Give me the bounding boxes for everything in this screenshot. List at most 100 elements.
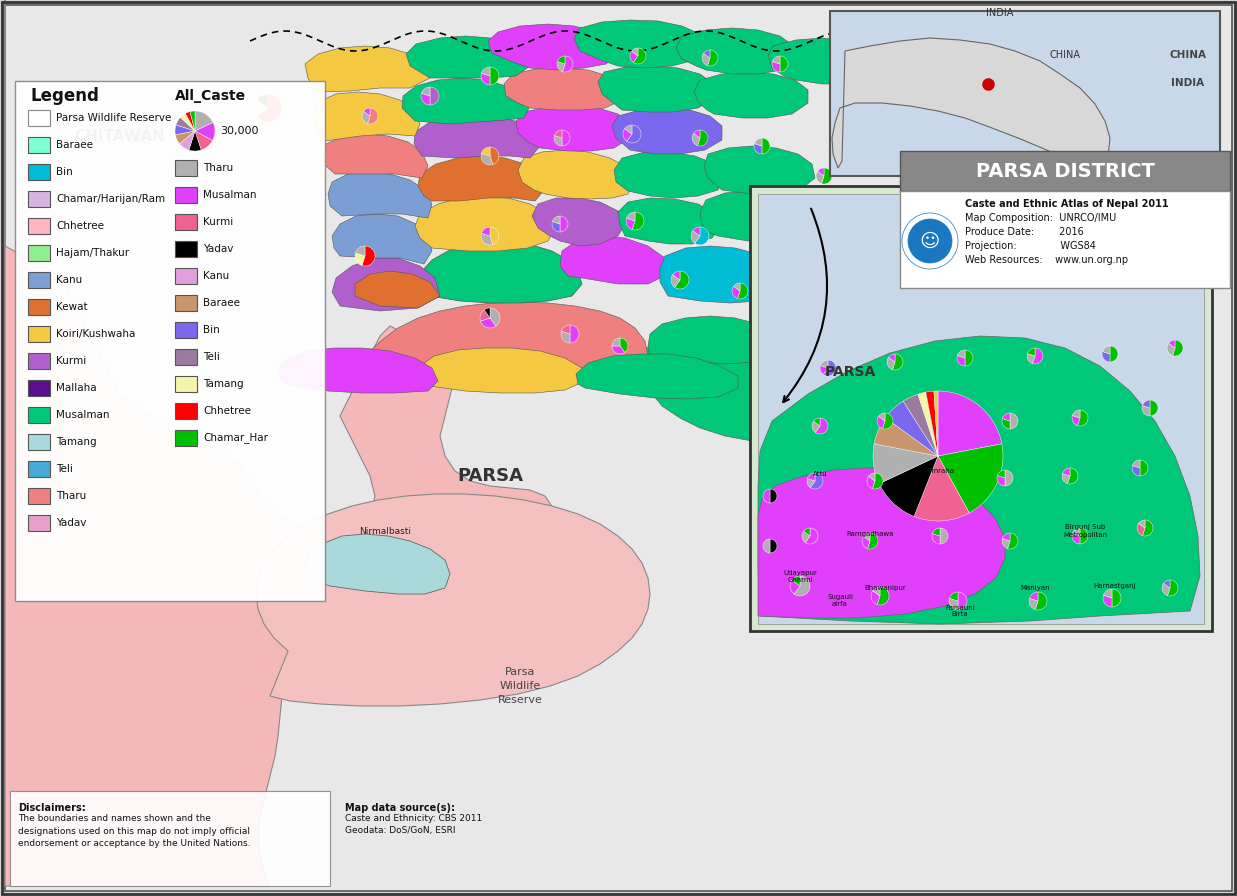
Polygon shape bbox=[418, 156, 546, 201]
Wedge shape bbox=[872, 473, 883, 489]
Wedge shape bbox=[195, 111, 213, 131]
Wedge shape bbox=[674, 271, 689, 289]
Wedge shape bbox=[1072, 528, 1080, 536]
Wedge shape bbox=[871, 590, 880, 605]
Text: Birgunj Sub
Metropolitan: Birgunj Sub Metropolitan bbox=[1063, 524, 1107, 538]
Text: PARSA: PARSA bbox=[824, 365, 876, 379]
Wedge shape bbox=[1110, 346, 1118, 362]
Bar bbox=[28, 515, 49, 531]
Bar bbox=[28, 191, 49, 207]
Bar bbox=[758, 194, 1204, 624]
Text: Sugauli
alrfa: Sugauli alrfa bbox=[828, 595, 854, 607]
Text: Kanu: Kanu bbox=[203, 271, 229, 281]
Text: The boundaries and names shown and the
designations used on this map do not impl: The boundaries and names shown and the d… bbox=[19, 814, 251, 848]
Polygon shape bbox=[306, 46, 430, 92]
Text: Nirmalbasti: Nirmalbasti bbox=[359, 527, 411, 536]
Wedge shape bbox=[355, 253, 365, 265]
Wedge shape bbox=[490, 308, 500, 326]
Wedge shape bbox=[625, 125, 632, 134]
Wedge shape bbox=[612, 346, 625, 354]
Wedge shape bbox=[815, 418, 828, 434]
Text: Koiri/Kushwaha: Koiri/Kushwaha bbox=[56, 329, 135, 339]
Bar bbox=[28, 380, 49, 396]
Wedge shape bbox=[480, 318, 496, 328]
Wedge shape bbox=[673, 271, 680, 280]
Wedge shape bbox=[867, 477, 875, 488]
Text: Maniyan: Maniyan bbox=[1021, 585, 1050, 591]
Wedge shape bbox=[918, 392, 938, 456]
Wedge shape bbox=[484, 308, 490, 318]
Wedge shape bbox=[792, 576, 800, 586]
Bar bbox=[15, 81, 325, 601]
Wedge shape bbox=[790, 580, 800, 594]
Bar bbox=[174, 349, 197, 365]
Wedge shape bbox=[490, 227, 499, 245]
Wedge shape bbox=[1027, 354, 1035, 364]
Polygon shape bbox=[5, 0, 560, 886]
Bar bbox=[28, 407, 49, 423]
Polygon shape bbox=[758, 336, 1200, 624]
Wedge shape bbox=[1142, 406, 1150, 416]
Wedge shape bbox=[1132, 460, 1141, 468]
Polygon shape bbox=[792, 186, 901, 236]
Text: Caste and Ethnicity: CBS 2011
Geodata: DoS/GoN, ESRI: Caste and Ethnicity: CBS 2011 Geodata: D… bbox=[345, 814, 482, 835]
Wedge shape bbox=[630, 51, 638, 63]
Polygon shape bbox=[597, 66, 714, 112]
Wedge shape bbox=[931, 533, 940, 544]
Bar bbox=[28, 245, 49, 261]
Polygon shape bbox=[355, 271, 440, 308]
Wedge shape bbox=[480, 310, 490, 321]
Wedge shape bbox=[256, 94, 282, 122]
Wedge shape bbox=[570, 325, 579, 343]
Wedge shape bbox=[481, 233, 492, 245]
Text: Kurmi: Kurmi bbox=[203, 217, 234, 227]
Wedge shape bbox=[794, 576, 810, 596]
Bar bbox=[28, 434, 49, 450]
Wedge shape bbox=[933, 528, 940, 536]
Text: Tharu: Tharu bbox=[56, 491, 87, 501]
Wedge shape bbox=[763, 539, 769, 553]
Wedge shape bbox=[1162, 583, 1170, 596]
Bar bbox=[174, 376, 197, 392]
Wedge shape bbox=[1143, 400, 1150, 408]
Wedge shape bbox=[772, 62, 781, 72]
Wedge shape bbox=[940, 528, 948, 544]
Text: Hajam/Thakur: Hajam/Thakur bbox=[56, 248, 129, 258]
Wedge shape bbox=[481, 227, 490, 236]
Wedge shape bbox=[1002, 418, 1009, 429]
Text: Teli: Teli bbox=[203, 352, 220, 362]
Polygon shape bbox=[414, 114, 541, 158]
Wedge shape bbox=[873, 587, 880, 596]
Wedge shape bbox=[430, 87, 439, 105]
Wedge shape bbox=[693, 227, 700, 236]
Polygon shape bbox=[421, 348, 585, 393]
Wedge shape bbox=[802, 531, 810, 542]
Wedge shape bbox=[362, 246, 375, 266]
Wedge shape bbox=[633, 48, 646, 64]
Wedge shape bbox=[554, 130, 562, 138]
Polygon shape bbox=[256, 494, 649, 706]
Text: Tamang: Tamang bbox=[203, 379, 244, 389]
Polygon shape bbox=[503, 68, 622, 110]
Wedge shape bbox=[840, 58, 849, 66]
Polygon shape bbox=[332, 258, 440, 311]
Wedge shape bbox=[820, 360, 828, 368]
Polygon shape bbox=[576, 354, 738, 399]
Wedge shape bbox=[490, 67, 499, 85]
Wedge shape bbox=[840, 64, 849, 73]
Wedge shape bbox=[1002, 413, 1009, 421]
Circle shape bbox=[908, 219, 952, 263]
Bar bbox=[174, 241, 197, 257]
Wedge shape bbox=[732, 287, 740, 298]
Text: Parsauni
Birta: Parsauni Birta bbox=[945, 605, 975, 617]
Bar bbox=[174, 187, 197, 203]
Wedge shape bbox=[914, 456, 970, 521]
Wedge shape bbox=[763, 489, 769, 503]
Polygon shape bbox=[704, 146, 815, 194]
Text: INDIA: INDIA bbox=[986, 8, 1013, 18]
Wedge shape bbox=[753, 238, 760, 246]
Wedge shape bbox=[626, 212, 635, 221]
Wedge shape bbox=[1063, 473, 1070, 484]
Wedge shape bbox=[704, 50, 710, 58]
Bar bbox=[28, 110, 49, 126]
